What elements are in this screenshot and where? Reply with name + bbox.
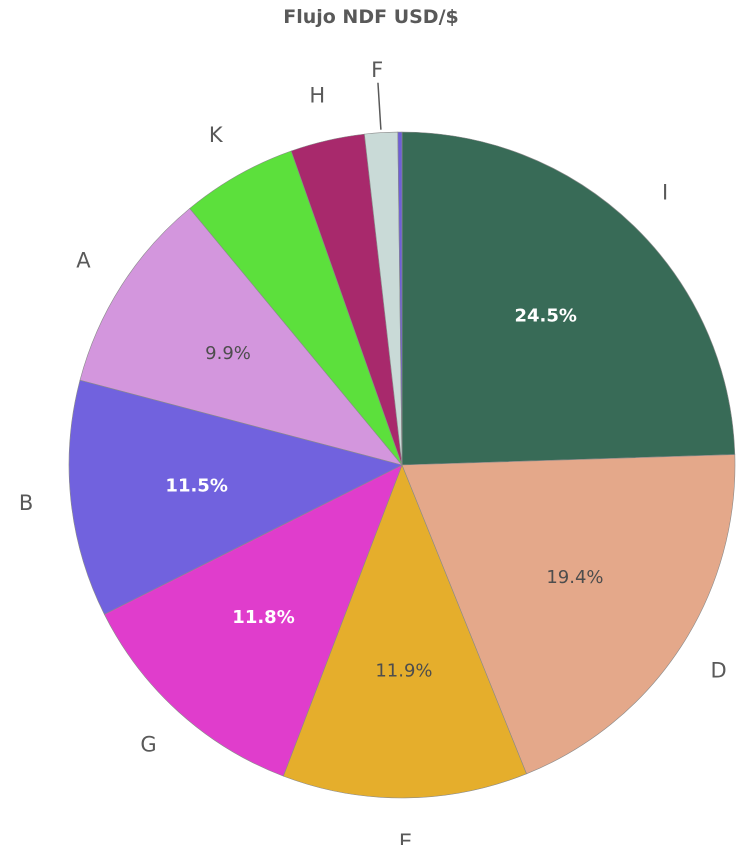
pie-slice-i <box>401 131 736 466</box>
category-label-i: I <box>662 181 668 205</box>
pie-slice-unlabeled-9 <box>397 131 403 466</box>
chart-title: Flujo NDF USD/$ <box>283 6 459 28</box>
pie-slice-b <box>68 379 403 615</box>
pie-slice-d <box>401 454 736 775</box>
category-label-e: E <box>399 830 412 845</box>
pie-slice-e <box>282 464 527 799</box>
leader-line-f <box>377 82 382 130</box>
category-label-b: B <box>19 491 33 515</box>
value-label-d: 19.4% <box>546 567 603 588</box>
category-label-d: D <box>710 659 726 683</box>
value-label-a: 9.9% <box>205 343 251 364</box>
value-label-g: 11.8% <box>232 607 294 628</box>
pie-slice-a <box>79 207 403 466</box>
value-label-b: 11.5% <box>165 475 227 496</box>
category-label-g: G <box>140 732 156 756</box>
pie-labels: 24.5% I 19.4% D 11.9% E 11.8% G 11.5% B 9.9% A K H F <box>19 58 727 845</box>
value-label-e: 11.9% <box>375 660 432 681</box>
category-label-a: A <box>76 248 91 272</box>
value-label-i: 24.5% <box>514 306 576 327</box>
category-label-f: F <box>371 58 383 82</box>
category-label-k: K <box>209 123 224 147</box>
pie-slice-g <box>103 464 403 777</box>
category-label-h: H <box>309 84 325 108</box>
pie-slices <box>68 131 736 799</box>
